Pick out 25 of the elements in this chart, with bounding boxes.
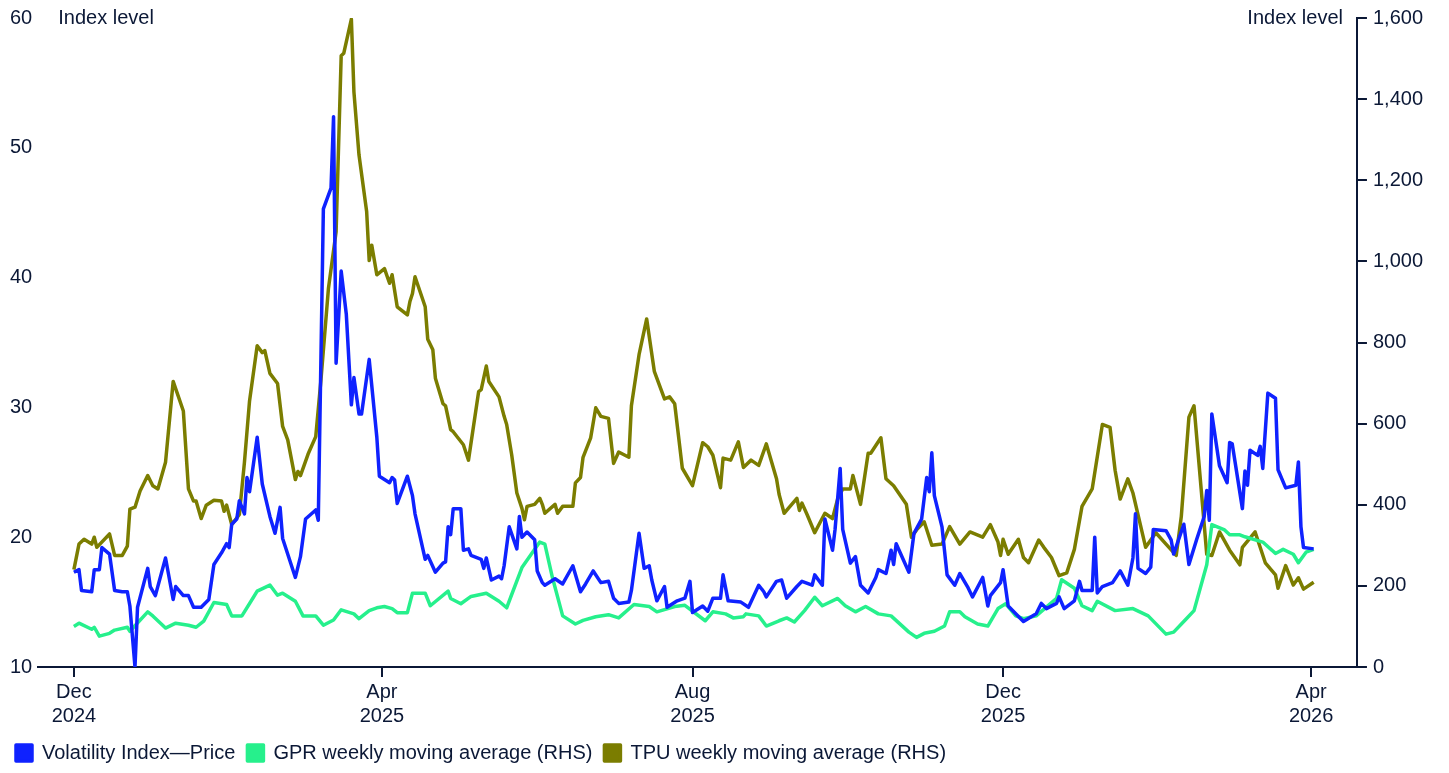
- y-tick-label: 20: [10, 524, 33, 547]
- y2-axis-title: Index level: [1247, 5, 1343, 28]
- x-tick-label: Dec 2025: [980, 679, 1026, 726]
- y2-tick-label: 200: [1372, 573, 1407, 596]
- legend-label: TPU weekly moving average (RHS): [630, 740, 947, 763]
- y-tick-label: 30: [10, 394, 33, 417]
- y2-tick-label: 800: [1372, 330, 1407, 353]
- x-tick-label: Dec 2024: [51, 679, 97, 726]
- y2-tick-label: 1,400: [1372, 86, 1424, 109]
- y-tick-label: 40: [10, 265, 33, 288]
- y2-tick-label: 600: [1372, 411, 1407, 434]
- x-tick-label: Aug 2025: [670, 679, 715, 726]
- y2-tick-label: 1,600: [1372, 5, 1424, 28]
- legend-label: GPR weekly moving average (RHS): [273, 740, 593, 763]
- y2-tick-label: 400: [1372, 492, 1407, 515]
- y-axis-title: Index level: [58, 5, 154, 28]
- y2-tick-label: 1,000: [1372, 248, 1424, 271]
- x-tick-label: Apr 2026: [1288, 679, 1334, 726]
- y2-tick-label: 0: [1372, 654, 1385, 677]
- y2-tick-label: 1,200: [1372, 167, 1424, 190]
- y-tick-label: 50: [10, 135, 33, 158]
- x-tick-label: Apr 2025: [359, 679, 405, 726]
- y-tick-label: 60: [10, 5, 33, 28]
- y-tick-label: 10: [10, 654, 33, 677]
- legend-label: Volatility Index—Price: [42, 740, 236, 763]
